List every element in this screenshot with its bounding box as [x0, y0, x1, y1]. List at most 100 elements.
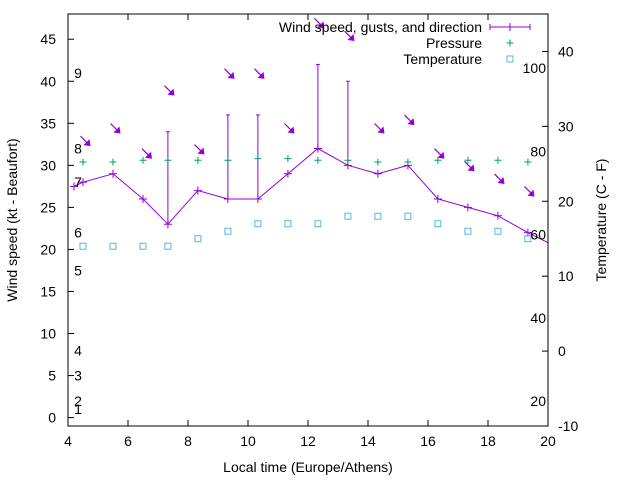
pressure-point — [494, 156, 502, 164]
pressure-point — [404, 158, 412, 166]
y-left-tick-label: 30 — [40, 157, 56, 173]
wind-direction-arrowhead — [527, 189, 535, 197]
y-right-tick-label: 30 — [558, 118, 574, 134]
y-left-tick-label: 25 — [40, 199, 56, 215]
wind-speed-point — [373, 169, 382, 178]
temperature-point — [284, 220, 292, 228]
wind-speed-point — [283, 169, 292, 178]
temperature-point — [139, 242, 147, 250]
legend-label-wind: Wind speed, gusts, and direction — [279, 19, 482, 35]
wind-direction-arrowhead — [83, 139, 91, 147]
wind-speed-point — [139, 194, 147, 203]
wind-direction-arrowhead — [113, 126, 121, 134]
temperature-point — [314, 220, 322, 228]
y-axis-label-right: Temperature (C - F) — [593, 159, 609, 282]
x-tick-label: 10 — [240, 433, 256, 449]
wind-speed-point — [193, 186, 202, 195]
wind-direction-arrowhead — [257, 71, 265, 79]
wind-direction-arrow — [164, 85, 172, 94]
pressure-point — [344, 156, 352, 164]
y-right-tick-label: -10 — [558, 418, 578, 434]
wind-speed-point — [493, 211, 502, 220]
pressure-point — [284, 155, 292, 163]
wind-direction-arrowhead — [467, 164, 475, 172]
wind-direction-arrow — [314, 17, 322, 26]
wind-direction-arrow — [464, 160, 472, 169]
wind-direction-arrow — [344, 30, 352, 39]
pressure-point — [434, 156, 442, 164]
beaufort-label: 5 — [74, 262, 82, 278]
y-right-tick-label: 0 — [558, 343, 566, 359]
wind-speed-point — [223, 194, 232, 203]
fahrenheit-label: 100 — [523, 60, 547, 76]
temperature-point — [404, 212, 412, 220]
wind-direction-arrow — [524, 186, 532, 194]
wind-speed-point — [253, 194, 262, 203]
x-tick-label: 4 — [64, 433, 72, 449]
legend-marker-temperature — [506, 55, 514, 63]
fahrenheit-label: 40 — [530, 310, 546, 326]
beaufort-label: 9 — [74, 65, 82, 81]
y-axis-label-left: Wind speed (kt - Beaufort) — [4, 138, 20, 301]
legend-label-pressure: Pressure — [426, 35, 482, 51]
wind-direction-arrowhead — [197, 147, 205, 155]
temperature-point — [254, 220, 262, 228]
beaufort-label: 1 — [74, 401, 82, 417]
temperature-point — [434, 220, 442, 228]
pressure-point — [374, 158, 382, 166]
wind-direction-arrowhead — [287, 126, 295, 134]
y-left-tick-label: 15 — [40, 283, 56, 299]
wind-speed-point — [79, 178, 87, 187]
wind-direction-arrowhead — [347, 34, 355, 42]
pressure-point — [139, 156, 147, 164]
wind-direction-arrow — [374, 123, 382, 131]
wind-direction-arrowhead — [227, 71, 235, 79]
wind-direction-arrow — [284, 123, 292, 131]
y-right-tick-label: 20 — [558, 193, 574, 209]
x-tick-label: 6 — [124, 433, 132, 449]
y-left-tick-label: 40 — [40, 73, 56, 89]
wind-direction-arrow — [194, 144, 202, 152]
temperature-point — [224, 227, 232, 235]
temperature-point — [109, 242, 117, 250]
fahrenheit-label: 80 — [530, 143, 546, 159]
pressure-point — [314, 156, 322, 164]
x-tick-label: 8 — [184, 433, 192, 449]
y-right-tick-label: 40 — [558, 43, 574, 59]
wind-direction-arrowhead — [407, 118, 415, 126]
wind-direction-arrow — [434, 148, 442, 157]
legend-marker-wind — [489, 23, 531, 31]
x-tick-label: 16 — [420, 433, 436, 449]
beaufort-label: 3 — [74, 368, 82, 384]
pressure-point — [224, 156, 232, 164]
y-right-tick-label: 10 — [558, 268, 574, 284]
legend-marker-pressure — [506, 39, 514, 47]
series-layer — [70, 17, 549, 250]
y-left-tick-label: 5 — [48, 368, 56, 384]
y-left-tick-label: 10 — [40, 326, 56, 342]
pressure-point — [524, 158, 532, 166]
x-tick-label: 20 — [540, 433, 556, 449]
x-tick-label: 12 — [300, 433, 316, 449]
wind-direction-arrow — [494, 173, 502, 182]
beaufort-label: 7 — [74, 174, 82, 190]
temperature-point — [494, 227, 502, 235]
wind-direction-arrowhead — [497, 176, 505, 184]
temperature-point — [344, 212, 352, 220]
wind-speed-point — [433, 194, 442, 203]
legend: Wind speed, gusts, and direction Pressur… — [279, 19, 531, 67]
y-left-tick-label: 45 — [40, 31, 56, 47]
wind-direction-arrow — [254, 68, 262, 77]
fahrenheit-label: 20 — [530, 393, 546, 409]
temperature-point — [194, 235, 202, 243]
temperature-point — [464, 227, 472, 235]
pressure-point — [254, 155, 262, 163]
x-tick-label: 18 — [480, 433, 496, 449]
pressure-point — [464, 156, 472, 164]
y-left-tick-label: 35 — [40, 115, 56, 131]
beaufort-label: 8 — [74, 141, 82, 157]
legend-label-temperature: Temperature — [403, 51, 482, 67]
pressure-point — [109, 158, 117, 166]
axes-layer — [67, 13, 549, 427]
pressure-point — [79, 158, 87, 166]
